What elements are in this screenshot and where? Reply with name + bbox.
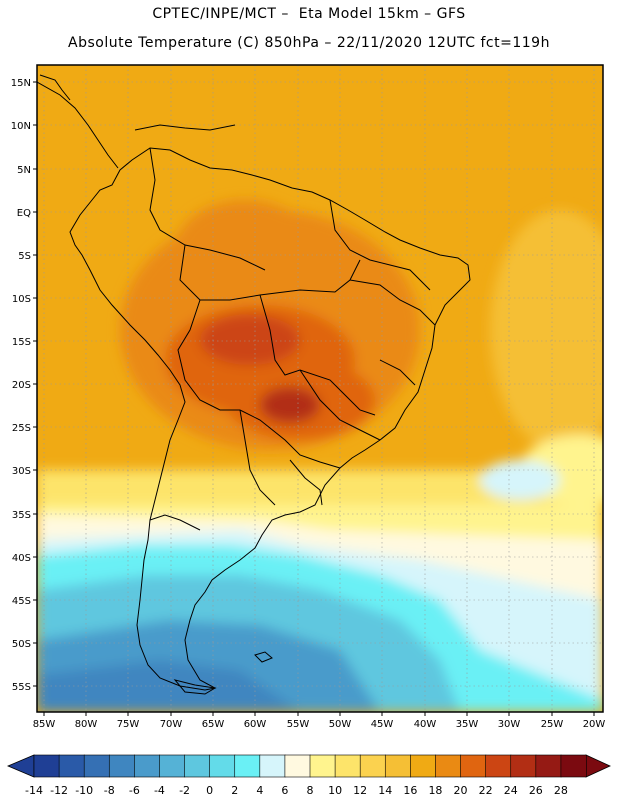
lon-label: 55W [287,719,310,730]
colorbar-swatch [535,754,562,778]
lon-label: 40W [414,719,437,730]
lat-label: 45S [12,596,31,607]
lon-label: 80W [75,719,98,730]
map-frame [36,64,604,713]
coastlines [37,74,471,695]
colorbar-swatch [334,754,361,778]
colorbar-label: 12 [353,784,367,797]
colorbar-label: 14 [378,784,392,797]
lat-label: EQ [17,208,31,219]
colorbar-label: 2 [231,784,238,797]
colorbar-swatch [309,754,336,778]
lat-label: 25S [12,423,31,434]
lon-label: 50W [329,719,352,730]
lat-label: 20S [12,380,31,391]
lon-label: 75W [117,719,140,730]
temperature-field [37,65,603,712]
lon-label: 45W [371,719,394,730]
colorbar-swatch [560,754,587,778]
colorbar-swatch [259,754,286,778]
colorbar-swatch [460,754,487,778]
colorbar-swatch [510,754,537,778]
colorbar-label: -4 [154,784,165,797]
colorbar-swatch [33,754,60,778]
colorbar-swatch [83,754,110,778]
colorbar-label: -6 [129,784,140,797]
colorbar-label: 26 [529,784,543,797]
colorbar-label: -8 [104,784,115,797]
colorbar: -14 -12 -10 -8 -6 -4 -2 0 2 4 6 8 10 12 14 16 18 20 22 24 26… [6,754,611,797]
lat-label: 40S [12,553,31,564]
colorbar-high-arrow [585,754,611,778]
colorbar-swatch [184,754,211,778]
lon-label: 85W [33,719,56,730]
latitude-labels: 15N 10N 5N EQ 5S 10S 15S 20S 25S 30S 35S… [11,78,31,693]
colorbar-label: -12 [50,784,68,797]
lat-label: 5N [17,165,31,176]
colorbar-label: 20 [454,784,468,797]
colorbar-label: 18 [428,784,442,797]
lat-label: 15S [12,337,31,348]
colorbar-swatch [435,754,462,778]
colorbar-label: 28 [554,784,568,797]
colorbar-low-arrow [6,754,35,778]
lat-label: 5S [18,251,31,262]
colorbar-swatch [359,754,386,778]
colorbar-swatch [159,754,186,778]
colorbar-swatch [284,754,311,778]
lat-label: 10N [11,121,31,132]
colorbar-label: 6 [281,784,288,797]
colorbar-swatch [234,754,261,778]
colorbar-label: -10 [75,784,93,797]
lat-label: 50S [12,639,31,650]
colorbar-swatch [134,754,161,778]
lon-label: 60W [244,719,267,730]
lon-label: 65W [202,719,225,730]
colorbar-label: 16 [403,784,417,797]
colorbar-label: -14 [25,784,43,797]
lon-label: 25W [541,719,564,730]
colorbar-label: -2 [179,784,190,797]
lat-label: 35S [12,510,31,521]
lat-label: 10S [12,294,31,305]
colorbar-swatch [485,754,512,778]
colorbar-label: 24 [504,784,518,797]
chart-subtitle: Absolute Temperature (C) 850hPa – 22/11/… [68,35,550,51]
lon-label: 20W [583,719,606,730]
lon-label: 35W [456,719,479,730]
colorbar-swatch [209,754,236,778]
colorbar-swatch [410,754,437,778]
colorbar-label: 4 [256,784,263,797]
longitude-labels: 85W 80W 75W 70W 65W 60W 55W 50W 45W 40W … [33,719,606,730]
colorbar-swatch [58,754,85,778]
colorbar-swatch [384,754,411,778]
lat-label: 30S [12,466,31,477]
lon-label: 70W [160,719,183,730]
chart-title: CPTEC/INPE/MCT – Eta Model 15km – GFS [152,6,466,22]
colorbar-label: 10 [328,784,342,797]
lat-label: 15N [11,78,31,89]
colorbar-swatch [108,754,135,778]
lon-label: 30W [498,719,521,730]
lat-label: 55S [12,682,31,693]
colorbar-label: 22 [479,784,493,797]
colorbar-label: 0 [206,784,213,797]
colorbar-label: 8 [307,784,314,797]
